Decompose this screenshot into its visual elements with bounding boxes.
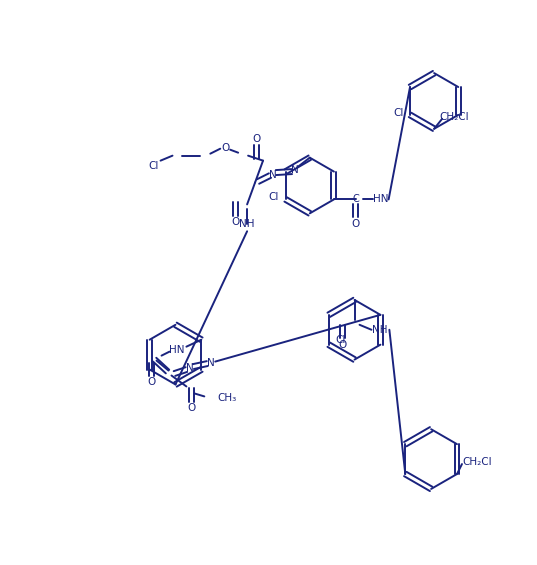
Text: O: O bbox=[187, 403, 195, 414]
Text: N: N bbox=[207, 358, 215, 368]
Text: O: O bbox=[231, 218, 240, 227]
Text: NH: NH bbox=[372, 325, 387, 334]
Text: HN: HN bbox=[373, 194, 388, 205]
Text: Cl: Cl bbox=[148, 160, 159, 171]
Text: CH₂Cl: CH₂Cl bbox=[462, 457, 491, 467]
Text: O: O bbox=[338, 340, 347, 350]
Text: CH₃: CH₃ bbox=[217, 393, 236, 403]
Text: O: O bbox=[252, 134, 260, 144]
Text: Cl: Cl bbox=[393, 108, 403, 118]
Text: Cl: Cl bbox=[268, 193, 279, 202]
Text: N: N bbox=[269, 170, 277, 180]
Text: O: O bbox=[148, 377, 156, 388]
Text: N: N bbox=[291, 164, 299, 175]
Text: O: O bbox=[221, 143, 229, 153]
Text: NH: NH bbox=[240, 219, 255, 229]
Text: N: N bbox=[185, 363, 193, 372]
Text: CH₂Cl: CH₂Cl bbox=[439, 112, 469, 122]
Text: O: O bbox=[352, 219, 360, 229]
Text: Cl: Cl bbox=[336, 334, 346, 345]
Text: C: C bbox=[352, 194, 359, 205]
Text: HN: HN bbox=[169, 345, 184, 355]
